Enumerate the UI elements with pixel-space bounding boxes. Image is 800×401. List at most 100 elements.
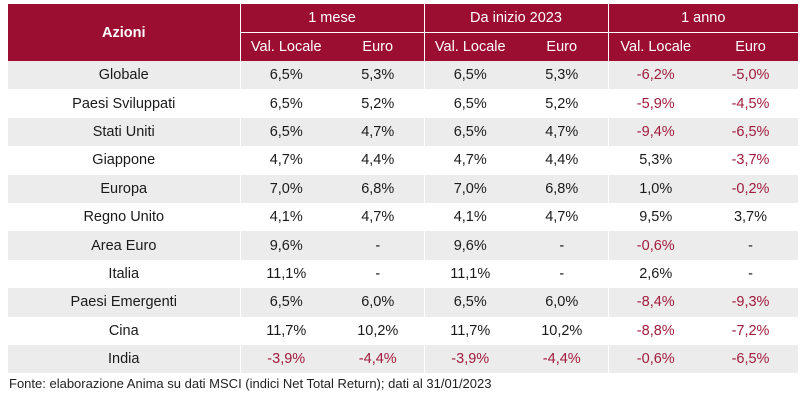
table-cell: 6,5% xyxy=(239,89,332,118)
table-cell: 5,2% xyxy=(332,89,424,118)
table-cell: 9,5% xyxy=(607,202,703,232)
table-cell: 1,0% xyxy=(607,174,703,203)
table-cell: -6,2% xyxy=(607,61,703,90)
table-cell: -8,4% xyxy=(607,288,703,317)
table-cell: 11,1% xyxy=(239,259,332,289)
table-cell: -6,5% xyxy=(703,344,799,374)
table-cell: -4,5% xyxy=(703,89,799,118)
header-azioni: Azioni xyxy=(8,4,240,61)
row-label: Globale xyxy=(8,61,240,90)
table-row: Globale 6,5% 5,3% 6,5% 5,3% -6,2% -5,0% xyxy=(8,61,799,90)
table-row: Europa 7,0% 6,8% 7,0% 6,8% 1,0% -0,2% xyxy=(8,174,799,203)
table-row: Paesi Sviluppati 6,5% 5,2% 6,5% 5,2% -5,9% -4,… xyxy=(8,89,799,118)
table-cell: 6,5% xyxy=(239,61,332,90)
table-cell: 11,7% xyxy=(423,316,516,345)
table-cell: -6,5% xyxy=(703,117,799,147)
table-cell: -0,2% xyxy=(703,174,799,203)
table-cell: -5,9% xyxy=(607,89,703,118)
table-cell: 6,0% xyxy=(516,288,608,317)
table-cell: 4,4% xyxy=(332,146,424,175)
table-row: Cina 11,7% 10,2% 11,7% 10,2% -8,8% -7,2% xyxy=(8,316,799,345)
table-cell: -9,3% xyxy=(703,288,799,317)
table-cell: 6,5% xyxy=(239,288,332,317)
header-group-1-anno: 1 anno xyxy=(607,4,799,33)
subheader-euro: Euro xyxy=(703,32,799,61)
row-label: Paesi Sviluppati xyxy=(8,89,240,118)
table-cell: -3,9% xyxy=(239,344,332,374)
table-cell: -3,9% xyxy=(423,344,516,374)
header-group-ytd: Da inizio 2023 xyxy=(423,4,608,33)
table-cell: 4,7% xyxy=(239,146,332,175)
table-cell: 4,7% xyxy=(516,202,608,232)
table-cell: - xyxy=(516,231,608,260)
subheader-val-locale: Val. Locale xyxy=(423,32,516,61)
subheader-euro: Euro xyxy=(516,32,608,61)
table-cell: -7,2% xyxy=(703,316,799,345)
table-row: Stati Uniti 6,5% 4,7% 6,5% 4,7% -9,4% -6,5% xyxy=(8,117,799,147)
subheader-val-locale: Val. Locale xyxy=(239,32,332,61)
subheader-euro: Euro xyxy=(332,32,424,61)
table-cell: 9,6% xyxy=(423,231,516,260)
table-cell: 5,3% xyxy=(607,146,703,175)
table-row: Italia 11,1% -11,1% -2,6% - xyxy=(8,259,799,289)
row-label: Cina xyxy=(8,316,240,345)
table-row: Giappone 4,7% 4,4% 4,7% 4,4% 5,3% -3,7% xyxy=(8,146,799,175)
table-cell: -9,4% xyxy=(607,117,703,147)
table-cell: -0,6% xyxy=(607,231,703,260)
table-cell: 4,7% xyxy=(332,202,424,232)
header-group-1-mese: 1 mese xyxy=(239,4,424,33)
table-cell: - xyxy=(703,259,799,289)
table-cell: 3,7% xyxy=(703,202,799,232)
table-cell: 6,5% xyxy=(239,117,332,147)
table-cell: -4,4% xyxy=(332,344,424,374)
table-cell: -4,4% xyxy=(516,344,608,374)
table-cell: 11,7% xyxy=(239,316,332,345)
table-cell: -0,6% xyxy=(607,344,703,374)
table-cell: 4,7% xyxy=(423,146,516,175)
row-label: Area Euro xyxy=(8,231,240,260)
table-cell: - xyxy=(703,231,799,260)
table-cell: 6,5% xyxy=(423,89,516,118)
table-cell: -3,7% xyxy=(703,146,799,175)
performance-table-container: Azioni 1 mese Da inizio 2023 1 anno Val.… xyxy=(8,4,799,374)
table-cell: 5,3% xyxy=(516,61,608,90)
table-cell: - xyxy=(516,259,608,289)
performance-table: Azioni 1 mese Da inizio 2023 1 anno Val.… xyxy=(8,4,799,374)
table-cell: 2,6% xyxy=(607,259,703,289)
table-cell: -5,0% xyxy=(703,61,799,90)
table-cell: 7,0% xyxy=(423,174,516,203)
table-cell: 6,0% xyxy=(332,288,424,317)
row-label: Italia xyxy=(8,259,240,289)
row-label: India xyxy=(8,344,240,374)
row-label: Giappone xyxy=(8,146,240,175)
table-body: Globale 6,5% 5,3% 6,5% 5,3% -6,2% -5,0% Paesi S… xyxy=(8,61,799,374)
table-cell: 5,2% xyxy=(516,89,608,118)
row-label: Paesi Emergenti xyxy=(8,288,240,317)
table-cell: 10,2% xyxy=(332,316,424,345)
row-label: Regno Unito xyxy=(8,202,240,232)
table-cell: - xyxy=(332,259,424,289)
subheader-val-locale: Val. Locale xyxy=(607,32,703,61)
table-cell: 6,8% xyxy=(332,174,424,203)
table-row: Area Euro 9,6% -9,6% - -0,6% - xyxy=(8,231,799,260)
table-row: Regno Unito 4,1% 4,7% 4,1% 4,7% 9,5% 3,7% xyxy=(8,202,799,232)
source-note: Fonte: elaborazione Anima su dati MSCI (… xyxy=(9,376,492,391)
table-row: India -3,9% -4,4% -3,9% -4,4% -0,6% -6,5% xyxy=(8,344,799,374)
table-cell: 6,5% xyxy=(423,117,516,147)
table-cell: 9,6% xyxy=(239,231,332,260)
table-cell: 4,1% xyxy=(239,202,332,232)
table-cell: 6,5% xyxy=(423,61,516,90)
table-row: Paesi Emergenti 6,5% 6,0% 6,5% 6,0% -8,4% -9,3… xyxy=(8,288,799,317)
row-label: Europa xyxy=(8,174,240,203)
table-cell: 4,1% xyxy=(423,202,516,232)
table-cell: 4,7% xyxy=(332,117,424,147)
table-cell: -8,8% xyxy=(607,316,703,345)
table-cell: 5,3% xyxy=(332,61,424,90)
table-cell: 10,2% xyxy=(516,316,608,345)
table-cell: 11,1% xyxy=(423,259,516,289)
table-cell: - xyxy=(332,231,424,260)
table-cell: 4,4% xyxy=(516,146,608,175)
table-cell: 6,8% xyxy=(516,174,608,203)
table-cell: 4,7% xyxy=(516,117,608,147)
row-label: Stati Uniti xyxy=(8,117,240,147)
